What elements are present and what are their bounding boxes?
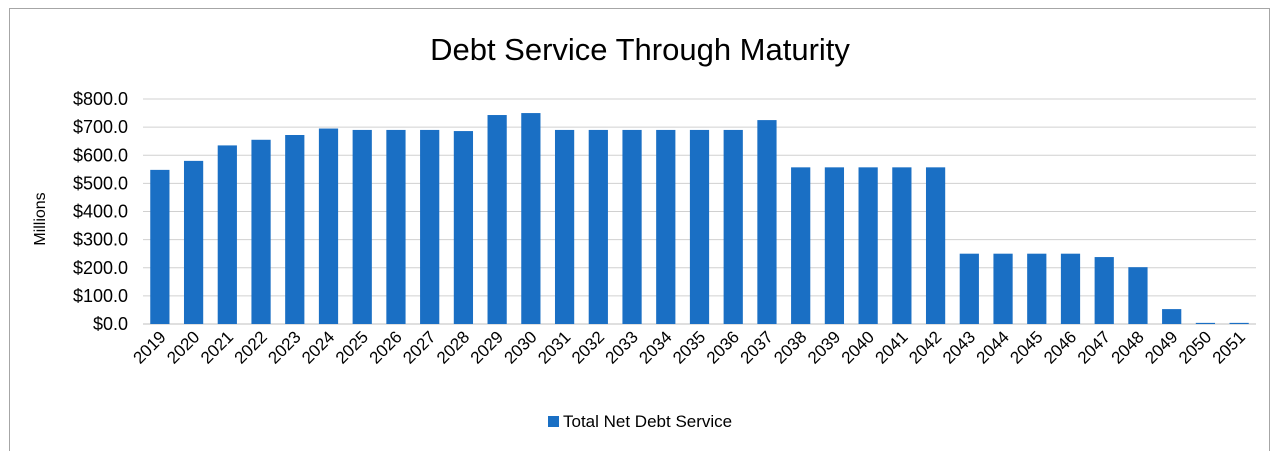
y-tick-label: $500.0	[73, 173, 128, 193]
chart-title: Debt Service Through Maturity	[430, 32, 850, 67]
bar-2029	[487, 115, 507, 324]
bar-2042	[925, 167, 946, 324]
bar-2037	[757, 120, 777, 324]
legend: Total Net Debt Service	[548, 412, 732, 431]
legend-swatch	[548, 416, 559, 427]
bar-2019	[150, 169, 170, 324]
x-tick-label: 2046	[1040, 327, 1080, 367]
bar-2050	[1195, 322, 1216, 324]
x-tick-label: 2034	[635, 327, 675, 367]
x-tick-label: 2050	[1175, 327, 1215, 367]
bar-2024	[318, 128, 339, 324]
bar-2043	[959, 253, 979, 324]
x-tick-label: 2031	[534, 327, 574, 367]
bar-2027	[420, 129, 440, 324]
x-tick-label: 2030	[501, 327, 541, 367]
x-tick-label: 2025	[332, 327, 372, 367]
x-tick-label: 2032	[568, 327, 608, 367]
x-tick-label: 2039	[804, 327, 844, 367]
x-tick-label: 2024	[298, 327, 338, 367]
bar-2020	[183, 160, 204, 324]
y-tick-label: $400.0	[73, 202, 128, 222]
x-tick-label: 2036	[703, 327, 743, 367]
bar-2041	[892, 167, 912, 324]
y-tick-label: $200.0	[73, 258, 128, 278]
y-tick-label: $0.0	[93, 314, 128, 334]
x-tick-label: 2022	[231, 327, 271, 367]
y-tick-label: $600.0	[73, 145, 128, 165]
x-tick-label: 2029	[467, 327, 507, 367]
x-tick-label: 2026	[366, 327, 406, 367]
y-tick-label: $100.0	[73, 286, 128, 306]
y-axis-label: Millions	[32, 192, 49, 245]
bar-2039	[824, 167, 845, 324]
x-tick-label: 2027	[399, 327, 439, 367]
bar-2026	[386, 129, 406, 324]
x-tick-label: 2045	[1006, 327, 1046, 367]
x-tick-label: 2028	[433, 327, 473, 367]
bar-2048	[1128, 267, 1148, 324]
x-tick-label: 2051	[1209, 327, 1249, 367]
x-tick-label: 2019	[130, 327, 170, 367]
x-tick-label: 2043	[939, 327, 979, 367]
bar-2025	[352, 129, 372, 324]
x-tick-label: 2048	[1108, 327, 1148, 367]
bar-2038	[791, 167, 811, 324]
bars	[150, 113, 1249, 324]
bar-2034	[656, 129, 676, 324]
x-tick-label: 2033	[602, 327, 642, 367]
bar-2035	[689, 129, 710, 324]
bar-2040	[858, 167, 878, 324]
x-tick-label: 2021	[197, 327, 237, 367]
bar-2031	[554, 129, 575, 324]
bar-2023	[285, 135, 305, 324]
y-axis-ticks: $0.0 $100.0 $200.0 $300.0 $400.0 $500.0 $600.0…	[73, 89, 128, 334]
y-tick-label: $300.0	[73, 230, 128, 250]
bar-2032	[588, 129, 608, 324]
y-tick-label: $700.0	[73, 117, 128, 137]
bar-2036	[723, 129, 743, 324]
x-tick-label: 2038	[770, 327, 810, 367]
x-tick-label: 2040	[838, 327, 878, 367]
bar-2047	[1094, 257, 1114, 324]
bar-2021	[217, 145, 237, 324]
bar-2030	[521, 113, 541, 324]
bar-2044	[993, 253, 1013, 324]
x-tick-label: 2041	[872, 327, 912, 367]
bar-2046	[1060, 253, 1081, 324]
bar-2028	[453, 131, 474, 324]
x-tick-label: 2037	[737, 327, 777, 367]
x-tick-label: 2023	[264, 327, 304, 367]
x-axis-ticks: 2019202020212022202320242025202620272028…	[130, 327, 1249, 367]
bar-2033	[622, 129, 642, 324]
y-tick-label: $800.0	[73, 89, 128, 109]
legend-label: Total Net Debt Service	[563, 412, 732, 431]
x-tick-label: 2049	[1141, 327, 1181, 367]
bar-2045	[1027, 253, 1047, 324]
x-tick-label: 2020	[163, 327, 203, 367]
x-tick-label: 2047	[1074, 327, 1114, 367]
bar-2022	[251, 139, 271, 324]
bar-2049	[1162, 309, 1182, 324]
x-tick-label: 2042	[905, 327, 945, 367]
bar-2051	[1229, 322, 1249, 324]
x-tick-label: 2035	[669, 327, 709, 367]
x-tick-label: 2044	[973, 327, 1013, 367]
